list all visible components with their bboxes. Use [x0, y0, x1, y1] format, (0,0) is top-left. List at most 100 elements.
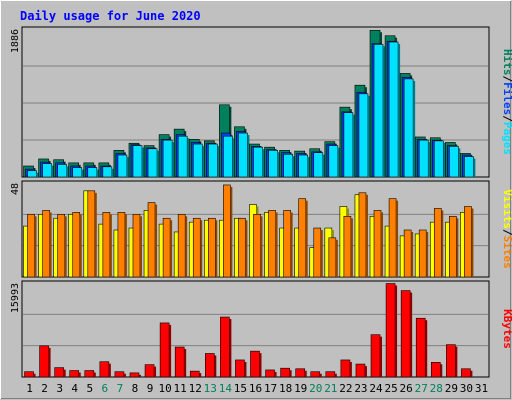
- bar-kbytes: [400, 290, 411, 378]
- bar-pages: [464, 156, 474, 178]
- bar-pages-shade: [473, 158, 476, 177]
- bar-pages-shade: [187, 138, 190, 177]
- bar-kbytes-shade: [63, 369, 66, 377]
- bar-sites: [313, 227, 322, 278]
- bar-kbytes-shade: [229, 319, 232, 377]
- bar-sites: [102, 212, 111, 278]
- bar-kbytes: [295, 368, 305, 378]
- day-label: 14: [219, 382, 233, 395]
- bar-pages-shade: [126, 157, 129, 177]
- y-max-label: 15993: [10, 283, 21, 313]
- bar-pages-shade: [398, 44, 401, 177]
- bar-sites: [403, 229, 412, 278]
- bar-pages: [298, 154, 308, 178]
- bar-sites-shade: [335, 239, 338, 277]
- bar-sites: [298, 198, 306, 278]
- bar-pages-shade: [352, 114, 355, 177]
- bar-sites-shade: [471, 208, 474, 277]
- bar-kbytes-shade: [214, 355, 217, 377]
- bar-kbytes-shade: [169, 324, 172, 377]
- bar-pages: [42, 163, 52, 178]
- day-label: 24: [369, 382, 383, 395]
- bar-sites-shade: [275, 212, 278, 277]
- bar-pages-shade: [247, 135, 250, 177]
- bar-pages-shade: [81, 169, 84, 177]
- bar-pages-shade: [413, 80, 416, 177]
- bar-pages: [147, 148, 158, 178]
- day-label: 27: [415, 382, 428, 395]
- day-label: 2: [41, 382, 48, 395]
- bar-pages: [223, 135, 233, 178]
- bar-sites: [177, 214, 186, 278]
- bar-pages-shade: [111, 168, 114, 177]
- bar-kbytes-shade: [395, 285, 398, 377]
- bar-kbytes: [415, 317, 426, 378]
- bar-pages: [449, 146, 459, 178]
- bar-sites: [358, 192, 367, 278]
- bar-kbytes-shade: [199, 373, 202, 377]
- bar-pages: [162, 139, 173, 178]
- bar-kbytes-shade: [380, 336, 383, 377]
- bar-sites-shade: [426, 232, 429, 277]
- bar-kbytes-shade: [274, 371, 277, 377]
- day-label: 15: [234, 382, 247, 395]
- bar-kbytes-shade: [425, 320, 428, 377]
- bar-sites-shade: [109, 214, 112, 277]
- bar-kbytes: [174, 346, 185, 378]
- legend-visits: Visits: [501, 189, 512, 229]
- day-label: 4: [71, 382, 78, 395]
- day-label: 12: [189, 382, 202, 395]
- y-max-label: 1886: [10, 29, 21, 53]
- legend-hits-files-pages: Hits/Files/Pages: [501, 49, 512, 155]
- bar-kbytes-shade: [334, 373, 337, 377]
- bar-sites-shade: [396, 200, 399, 277]
- bar-pages-shade: [36, 172, 39, 177]
- bar-sites-shade: [49, 212, 52, 277]
- panel-kbytes: 15993 KBytes: [10, 280, 512, 378]
- bar-sites-shade: [245, 220, 248, 277]
- day-label: 10: [158, 382, 171, 395]
- bar-pages-shade: [157, 150, 160, 177]
- bar-kbytes-shade: [289, 370, 292, 377]
- bar-pages: [87, 167, 98, 178]
- legend-hits: Hits: [501, 49, 512, 76]
- bar-pages-shade: [337, 147, 340, 177]
- day-label: 29: [445, 382, 458, 395]
- bar-kbytes: [24, 371, 34, 378]
- legend-separator: /: [501, 76, 512, 83]
- bar-sites: [223, 184, 231, 278]
- bar-pages: [177, 135, 188, 178]
- bar-pages: [433, 140, 444, 178]
- legend-files: Files: [501, 82, 512, 115]
- bar-kbytes: [84, 370, 95, 378]
- bar-sites: [27, 214, 35, 278]
- bar-kbytes: [310, 371, 321, 378]
- bar-sites: [433, 208, 442, 278]
- bar-sites: [373, 210, 382, 278]
- bar-pages: [388, 41, 399, 178]
- bar-kbytes-shade: [138, 374, 141, 377]
- bar-sites-shade: [290, 212, 293, 277]
- bar-pages-shade: [307, 157, 310, 177]
- bar-pages-shade: [232, 138, 235, 177]
- bar-kbytes: [220, 316, 230, 378]
- day-label: 13: [204, 382, 217, 395]
- bar-sites-shade: [64, 216, 67, 277]
- bar-kbytes: [280, 367, 290, 378]
- bar-kbytes-shade: [319, 373, 322, 377]
- bar-pages-shade: [367, 95, 370, 177]
- bar-sites: [208, 217, 216, 278]
- legend-sites: Sites: [501, 236, 512, 269]
- bar-pages: [253, 146, 263, 178]
- bar-pages: [132, 145, 143, 178]
- panel-sites-visits: 48 Visits/Sites: [10, 180, 512, 278]
- legend-pages: Pages: [501, 122, 512, 155]
- bar-kbytes: [99, 361, 110, 378]
- legend-separator: /: [501, 229, 512, 236]
- legend-sites-visits: Visits/Sites: [501, 189, 512, 269]
- bar-kbytes: [189, 370, 200, 378]
- bar-sites-shade: [200, 220, 203, 277]
- bar-pages-shade: [322, 154, 325, 177]
- bar-kbytes-shade: [470, 370, 473, 377]
